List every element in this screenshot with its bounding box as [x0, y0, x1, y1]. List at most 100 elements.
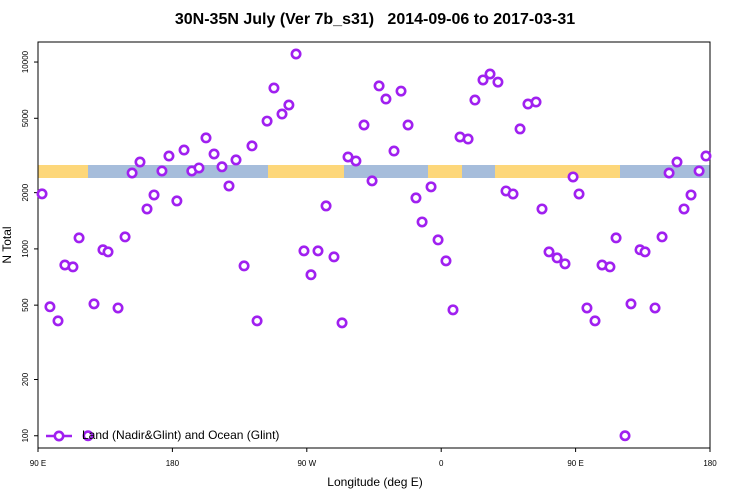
point [52, 315, 64, 327]
point [425, 181, 437, 193]
point [73, 232, 85, 244]
point [36, 188, 48, 200]
point [543, 246, 555, 258]
point [350, 155, 362, 167]
point [82, 430, 94, 442]
point [639, 246, 651, 258]
point [276, 108, 288, 120]
point [134, 156, 146, 168]
point [619, 430, 631, 442]
point [416, 216, 428, 228]
point [492, 76, 504, 88]
point [119, 231, 131, 243]
point [312, 245, 324, 257]
point [283, 99, 295, 111]
point [536, 203, 548, 215]
point [604, 261, 616, 273]
point [581, 302, 593, 314]
point [567, 171, 579, 183]
point [156, 165, 168, 177]
x-tick-label: 180 [703, 459, 717, 468]
point [447, 304, 459, 316]
x-axis-label: Longitude (deg E) [327, 475, 422, 489]
point [358, 119, 370, 131]
x-tick-label: 90 E [30, 459, 46, 468]
legend-marker [53, 430, 65, 442]
x-tick-label: 90 W [297, 459, 316, 468]
legend-label: Land (Nadir&Glint) and Ocean (Glint) [82, 428, 279, 442]
point [395, 85, 407, 97]
point [290, 48, 302, 60]
point [559, 258, 571, 270]
x-tick-label: 0 [439, 459, 444, 468]
point [685, 189, 697, 201]
point [514, 123, 526, 135]
point [388, 145, 400, 157]
x-tick-label: 180 [166, 459, 180, 468]
point [208, 148, 220, 160]
point [373, 80, 385, 92]
y-tick-label: 2000 [21, 183, 30, 201]
y-axis-label: N Total [0, 226, 14, 263]
point [102, 246, 114, 258]
point [336, 317, 348, 329]
point [223, 180, 235, 192]
point [67, 261, 79, 273]
point [469, 94, 481, 106]
point [261, 115, 273, 127]
point [551, 252, 563, 264]
y-tick-label: 500 [21, 298, 30, 312]
point [462, 133, 474, 145]
y-tick-label: 200 [21, 372, 30, 386]
point [484, 68, 496, 80]
y-tick-label: 5000 [21, 109, 30, 127]
point [410, 192, 422, 204]
point [589, 315, 601, 327]
point [216, 161, 228, 173]
point [440, 255, 452, 267]
y-tick-label: 1000 [21, 239, 30, 257]
point [44, 301, 56, 313]
point [649, 302, 661, 314]
point [141, 203, 153, 215]
point [402, 119, 414, 131]
point [625, 298, 637, 310]
point [530, 96, 542, 108]
chart-title: 30N-35N July (Ver 7b_s31) 2014-09-06 to … [175, 11, 575, 28]
point [238, 260, 250, 272]
point [178, 144, 190, 156]
point [200, 132, 212, 144]
point [366, 175, 378, 187]
point [656, 231, 668, 243]
point [88, 298, 100, 310]
plot-frame [37, 41, 711, 449]
land-ocean-strip [38, 165, 710, 178]
point [610, 232, 622, 244]
point [193, 162, 205, 174]
point [678, 203, 690, 215]
point [693, 165, 705, 177]
point [268, 82, 280, 94]
point [477, 74, 489, 86]
point [230, 154, 242, 166]
point [126, 167, 138, 179]
x-tick-label: 90 E [567, 459, 583, 468]
point [163, 150, 175, 162]
point [112, 302, 124, 314]
point [171, 195, 183, 207]
point [663, 167, 675, 179]
point [507, 188, 519, 200]
point [700, 150, 712, 162]
point [298, 245, 310, 257]
point [432, 234, 444, 246]
point [671, 156, 683, 168]
point [305, 269, 317, 281]
point [251, 315, 263, 327]
point [380, 93, 392, 105]
point [328, 251, 340, 263]
y-tick-label: 100 [21, 429, 30, 443]
point [246, 140, 258, 152]
y-tick-label: 10000 [21, 50, 30, 73]
point [148, 189, 160, 201]
